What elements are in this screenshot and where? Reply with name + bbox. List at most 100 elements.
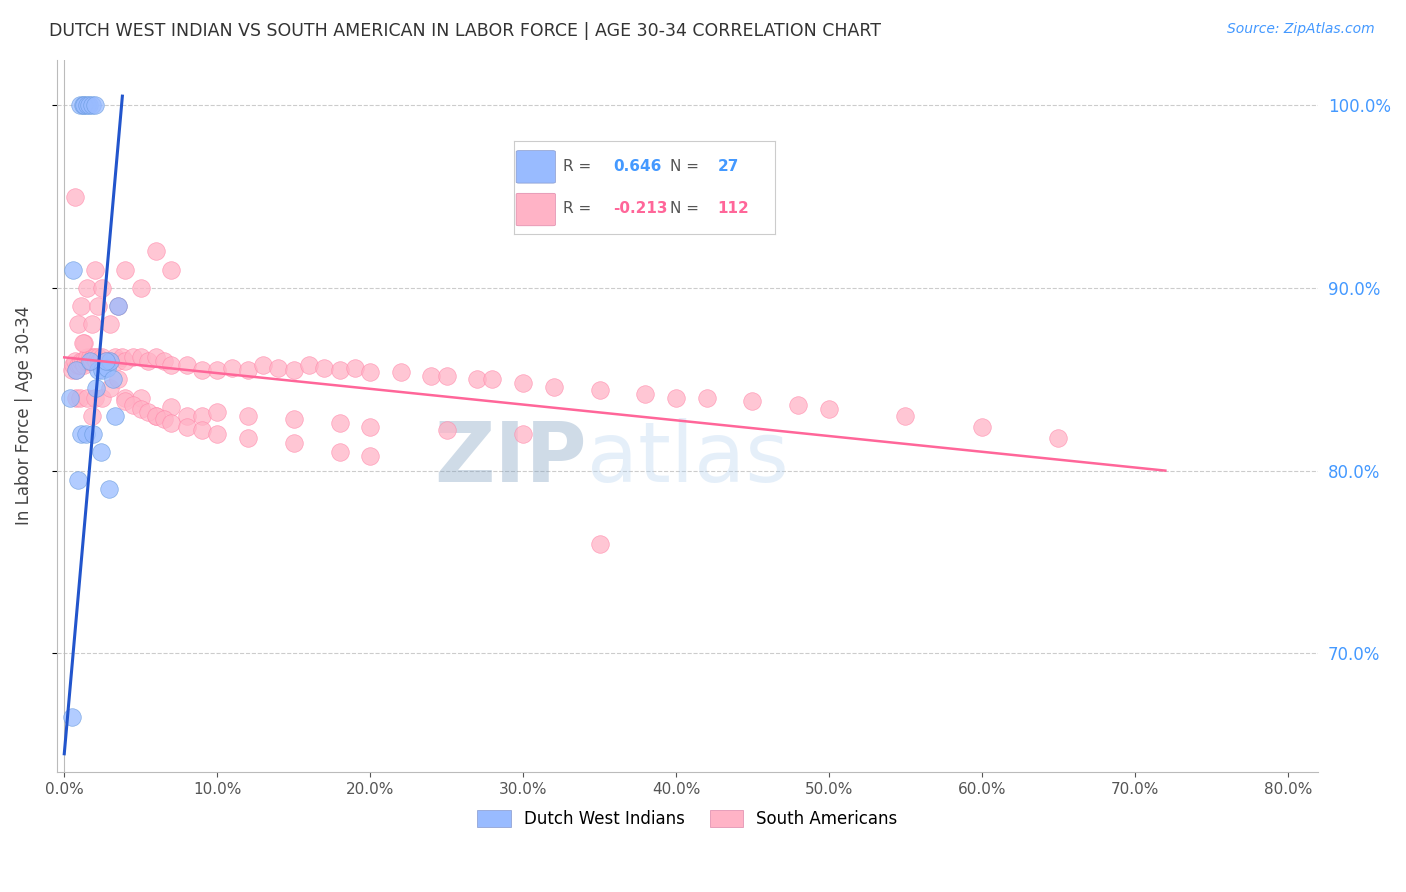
Point (69, 358, 91, 372)
Point (73, 335, 96, 350)
Point (91, 391, 114, 405)
Point (107, 354, 129, 368)
Point (129, 401, 152, 416)
Point (72, 354, 94, 368)
Point (152, 354, 174, 368)
Point (389, 365, 412, 379)
Point (98, 354, 121, 368)
Point (138, 354, 160, 368)
Point (94, 354, 117, 368)
Point (543, 379, 565, 393)
Point (114, 262, 136, 277)
Point (70, 427, 93, 442)
Point (696, 391, 718, 405)
Point (63, 354, 86, 368)
Point (236, 363, 259, 377)
Point (62, 262, 84, 277)
Point (66, 473, 89, 487)
Point (65, 363, 87, 377)
Point (66, 318, 89, 332)
Point (176, 419, 198, 434)
Point (111, 351, 134, 365)
Point (221, 361, 243, 376)
Point (60, 710, 83, 724)
Point (91, 363, 114, 377)
Text: 0.646: 0.646 (613, 160, 661, 174)
Point (359, 419, 381, 434)
Point (420, 368, 443, 383)
Point (129, 351, 152, 365)
Point (72, 98, 94, 112)
Point (89, 354, 111, 368)
Point (80, 318, 103, 332)
Point (314, 361, 336, 376)
Point (283, 412, 305, 426)
Point (328, 445, 350, 459)
Point (62, 358, 84, 372)
Point (512, 427, 534, 442)
Text: DUTCH WEST INDIAN VS SOUTH AMERICAN IN LABOR FORCE | AGE 30-34 CORRELATION CHART: DUTCH WEST INDIAN VS SOUTH AMERICAN IN L… (49, 22, 882, 40)
Point (1047, 431, 1070, 445)
Point (103, 372, 125, 386)
Point (252, 358, 274, 372)
Point (588, 383, 610, 397)
Point (66, 358, 89, 372)
Point (69, 391, 91, 405)
Point (191, 363, 214, 377)
Point (83, 391, 105, 405)
Point (91, 351, 114, 365)
Point (176, 358, 198, 372)
Point (236, 431, 259, 445)
Point (588, 537, 610, 551)
Point (205, 405, 228, 419)
Point (138, 405, 160, 419)
Point (114, 394, 136, 409)
Point (77, 98, 100, 112)
Point (70, 354, 93, 368)
Point (970, 419, 993, 434)
Point (76, 281, 98, 295)
Point (145, 351, 167, 365)
Point (65, 363, 87, 377)
Text: R =: R = (564, 201, 596, 216)
Point (73, 98, 96, 112)
Point (86, 354, 108, 368)
Point (70, 299, 93, 313)
Point (91, 281, 114, 295)
Point (60, 363, 83, 377)
Point (72, 335, 94, 350)
Point (298, 358, 321, 372)
Point (107, 299, 129, 313)
Point (87, 363, 110, 377)
Point (59, 391, 82, 405)
Point (152, 412, 174, 426)
Point (481, 372, 503, 386)
Point (114, 391, 136, 405)
Point (82, 427, 104, 442)
Point (741, 394, 763, 409)
Point (90, 445, 112, 459)
Text: 112: 112 (717, 201, 749, 216)
Point (160, 358, 183, 372)
Point (160, 416, 183, 430)
Point (77, 354, 100, 368)
Text: atlas: atlas (586, 418, 789, 499)
Point (122, 398, 145, 412)
Point (205, 427, 228, 442)
Point (87, 351, 110, 365)
Point (894, 409, 917, 423)
Point (145, 409, 167, 423)
Text: N =: N = (671, 160, 704, 174)
Point (114, 354, 136, 368)
Point (359, 365, 381, 379)
Point (83, 351, 105, 365)
Point (436, 368, 458, 383)
Text: -0.213: -0.213 (613, 201, 668, 216)
Point (65, 391, 87, 405)
Point (665, 391, 688, 405)
Point (96, 361, 118, 376)
Point (436, 424, 458, 438)
Text: R =: R = (564, 160, 596, 174)
Point (512, 376, 534, 390)
Point (80, 409, 103, 423)
